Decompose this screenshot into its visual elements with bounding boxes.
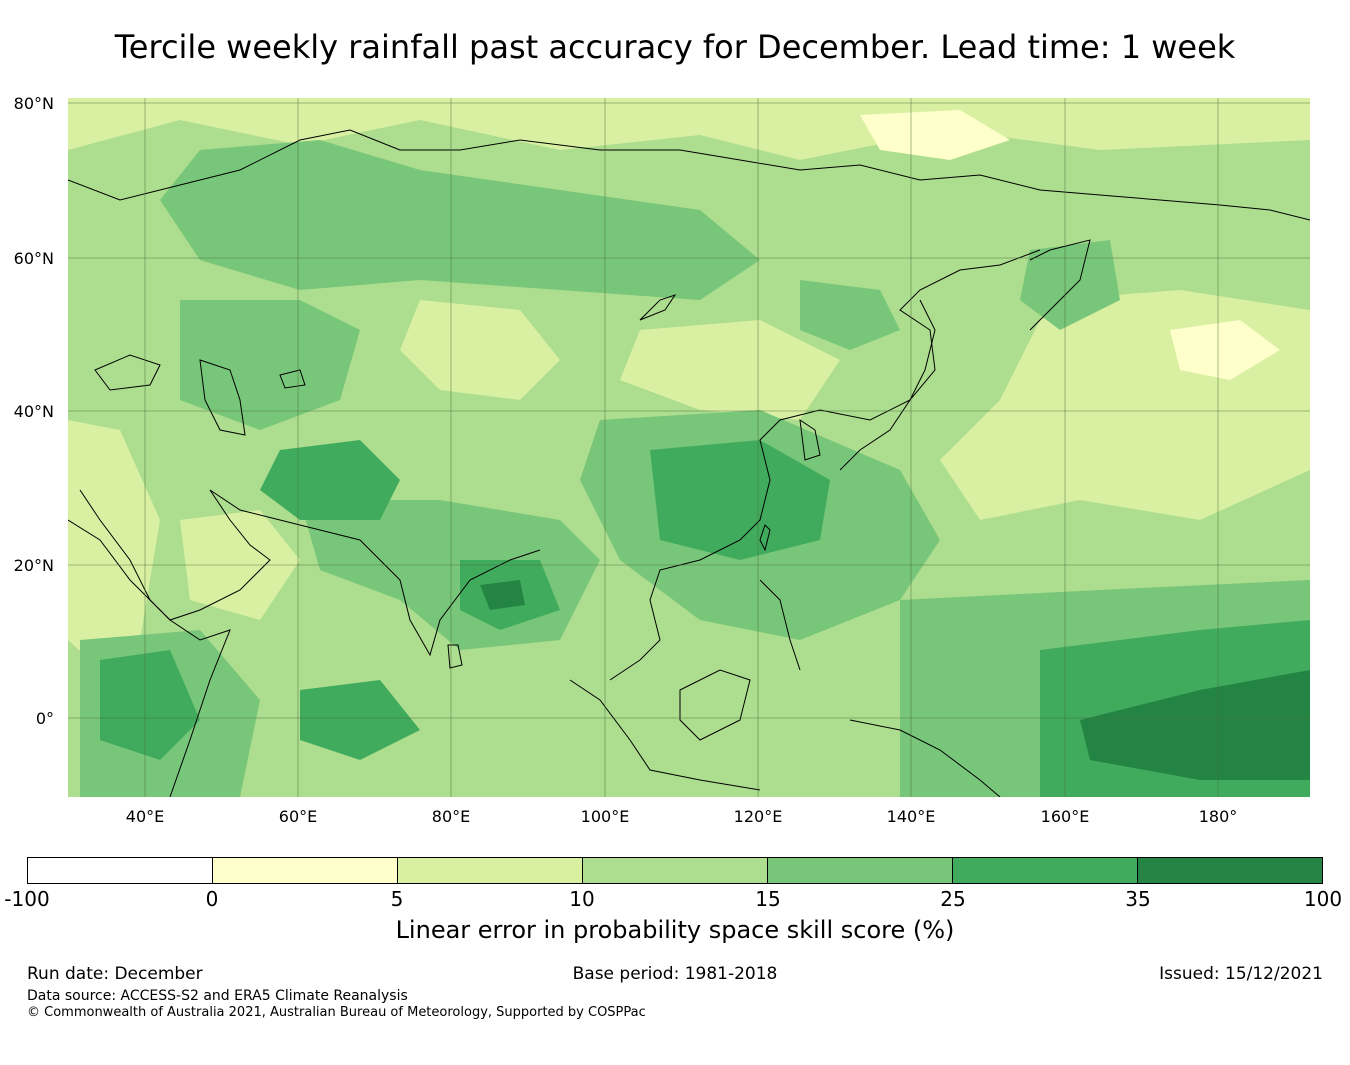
colorbar-tick: 25 [940, 887, 966, 911]
gridlines [68, 98, 1310, 797]
colorbar-segment [28, 858, 213, 883]
colorbar-segment [583, 858, 768, 883]
coastline-philippines [759, 579, 801, 671]
region-low-skill [68, 420, 160, 660]
region-mid-skill [1020, 240, 1120, 330]
issued-date: Issued: 15/12/2021 [1159, 964, 1323, 984]
region-high-skill [650, 440, 830, 560]
region-low-skill [68, 98, 1310, 160]
colorbar-tick: 5 [390, 887, 404, 911]
region-high-skill [260, 440, 400, 520]
lon-label-80e: 80°E [431, 807, 471, 826]
colorbar-tick: 15 [755, 887, 781, 911]
lat-label-80n: 80°N [13, 94, 54, 113]
lon-label-120e: 120°E [733, 807, 783, 826]
data-source: Data source: ACCESS-S2 and ERA5 Climate … [27, 988, 408, 1004]
coastline-korea [799, 418, 821, 461]
region-none [1170, 320, 1280, 380]
lon-label-60e: 60°E [278, 807, 318, 826]
lat-label-40n: 40°N [13, 402, 54, 421]
region-none [860, 110, 1010, 160]
colorbar-tick: -100 [4, 887, 50, 911]
colorbar-label: Linear error in probability space skill … [395, 916, 955, 944]
coastline-japan [839, 299, 936, 471]
coastline-east-asia [609, 249, 1041, 681]
coastline-arabia [79, 489, 271, 621]
colorbar-segment [398, 858, 583, 883]
lon-label-40e: 40°E [125, 807, 165, 826]
coastlines [68, 129, 1310, 797]
colorbar-tick: 10 [569, 887, 595, 911]
region-low-skill [620, 320, 840, 420]
colorbar-segment [768, 858, 953, 883]
lat-label-0: 0° [35, 709, 54, 728]
coastline-sri-lanka [447, 644, 463, 669]
region-mid-skill [180, 300, 360, 430]
region-very-high-skill [480, 580, 525, 610]
coastline-south-asia [209, 489, 541, 657]
lon-label-160e: 160°E [1040, 807, 1090, 826]
run-date: Run date: December [27, 964, 203, 984]
coastline-black-sea [94, 354, 161, 391]
copyright: © Commonwealth of Australia 2021, Austra… [27, 1005, 646, 1020]
chart-title: Tercile weekly rainfall past accuracy fo… [114, 28, 1236, 66]
coastline-new-guinea [849, 719, 1001, 797]
coastline-aral [279, 369, 306, 389]
colorbar-segment [1138, 858, 1322, 883]
region-high-skill [300, 680, 420, 760]
coastline-caspian [199, 359, 246, 436]
coastline-borneo [679, 669, 751, 741]
base-period: Base period: 1981-2018 [572, 964, 778, 984]
colorbar-segment [953, 858, 1138, 883]
coastline-east-africa [68, 519, 231, 797]
lon-label-180: 180° [1198, 807, 1238, 826]
coastline-north-eurasia [68, 129, 1310, 221]
region-mid-skill [800, 280, 900, 350]
colorbar-tick: 100 [1303, 887, 1343, 911]
coastline-sakhalin-kamchatka [1029, 239, 1091, 331]
region-high-skill [100, 650, 200, 760]
colorbar [27, 857, 1323, 884]
coastline-taiwan [759, 524, 771, 552]
colorbar-segment [213, 858, 398, 883]
lon-label-140e: 140°E [886, 807, 936, 826]
colorbar-tick: 0 [205, 887, 219, 911]
map-area [68, 98, 1310, 797]
coastline-sumatra-java [569, 679, 761, 791]
coastline-baikal [639, 294, 677, 321]
lon-label-100e: 100°E [580, 807, 630, 826]
colorbar-tick: 35 [1125, 887, 1151, 911]
region-low-skill [400, 300, 560, 400]
region-very-high-skill [1080, 670, 1310, 780]
region-mid-skill [160, 140, 760, 300]
lat-label-60n: 60°N [13, 249, 54, 268]
lat-label-20n: 20°N [13, 556, 54, 575]
